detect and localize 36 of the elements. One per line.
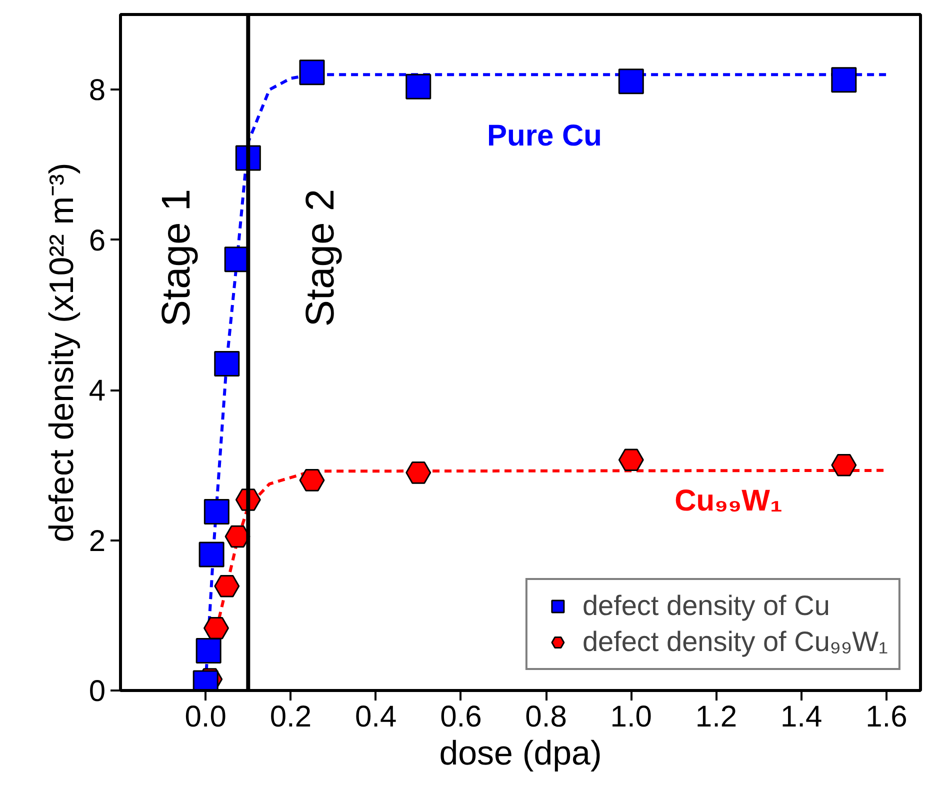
legend-label: defect density of Cu <box>582 590 830 622</box>
point <box>406 74 432 100</box>
y-tick-label: 4 <box>88 374 106 408</box>
x-tick-label: 1.2 <box>695 700 738 734</box>
annotation: Stage 2 <box>298 188 342 327</box>
annotation: Cu₉₉W₁ <box>674 484 782 518</box>
point <box>198 542 224 568</box>
y-tick-label: 6 <box>88 224 106 258</box>
x-tick-label: 0.4 <box>354 700 397 734</box>
annotation: Pure Cu <box>486 120 602 153</box>
point <box>831 67 857 93</box>
point <box>406 462 432 484</box>
point <box>214 351 240 377</box>
y-axis-title: defect density (x10²² m⁻³) <box>42 162 81 542</box>
annotation: Stage 1 <box>154 188 198 327</box>
point <box>203 617 229 640</box>
x-tick-label: 1.0 <box>610 700 652 734</box>
point <box>618 68 644 94</box>
point <box>214 574 240 598</box>
point <box>299 60 325 86</box>
y-tick-label: 2 <box>88 524 106 558</box>
point <box>831 454 857 476</box>
y-tick-label: 0 <box>88 675 106 708</box>
x-tick-label: 0.2 <box>270 700 312 734</box>
point <box>299 469 325 492</box>
y-tick-label: 8 <box>88 74 106 108</box>
x-tick-label: 0.0 <box>184 700 226 734</box>
point <box>204 498 230 524</box>
x-tick-label: 0.6 <box>440 700 482 734</box>
x-tick-label: 0.8 <box>525 700 567 734</box>
point <box>618 448 644 472</box>
point <box>196 638 222 664</box>
x-tick-label: 1.6 <box>866 700 908 734</box>
x-axis-title: dose (dpa) <box>439 734 602 772</box>
legend-label: defect density of Cu₉₉W₁ <box>582 626 888 658</box>
x-tick-label: 1.4 <box>780 700 822 734</box>
